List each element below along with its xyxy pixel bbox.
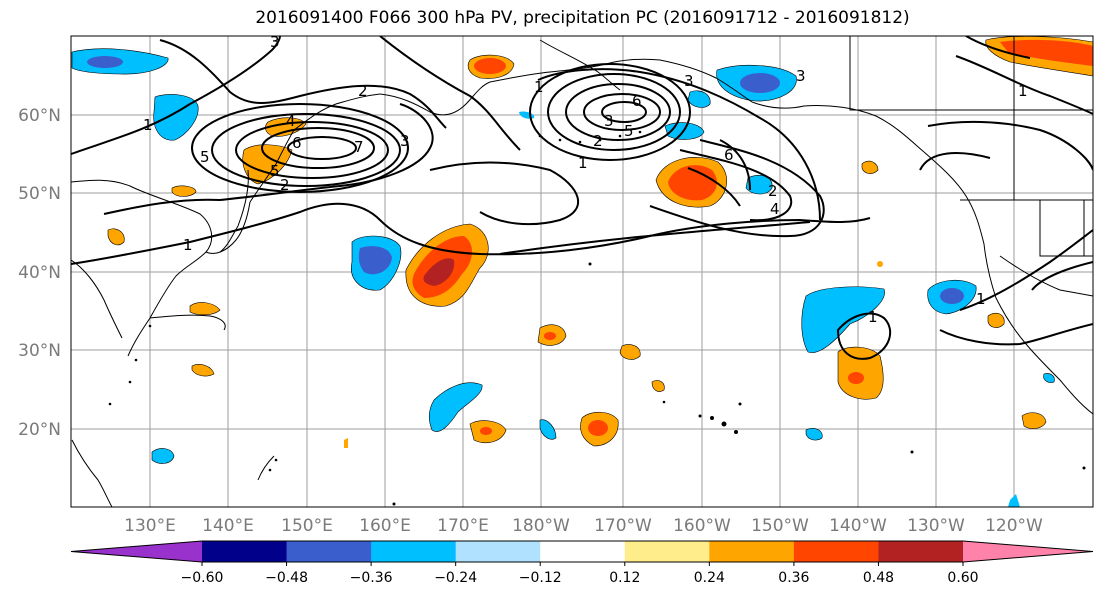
contour-label: 1 (143, 116, 153, 134)
contour-label: 2 (768, 182, 778, 200)
contour-label: 5 (624, 122, 634, 140)
colorbar-tick-label: 0.12 (609, 570, 640, 586)
contour-label: 6 (632, 92, 642, 110)
lon-label: 160°E (359, 516, 411, 536)
lon-label: 170°W (594, 516, 652, 536)
contour-labels: 3 2 1 1 4 6 5 3 7 5 2 1 3 6 5 3 3 2 1 6 … (143, 33, 1028, 326)
lon-label: 160°W (673, 516, 731, 536)
contour-label: 2 (358, 82, 368, 100)
contour-label: 6 (292, 134, 302, 152)
colorbar-tick-label: 0.48 (863, 570, 894, 586)
lon-label: 140°W (829, 516, 887, 536)
longitude-labels: 130°E 140°E 150°E 160°E 170°E 180°W 170°… (124, 516, 1043, 536)
colorbar-segment (540, 541, 626, 562)
contour-label: 3 (604, 112, 614, 130)
lat-label: 30°N (18, 341, 61, 361)
colorbar-tick-label: 0.24 (694, 570, 725, 586)
lat-label: 50°N (18, 184, 61, 204)
contour-label: 2 (280, 176, 290, 194)
lon-label: 130°W (907, 516, 965, 536)
colorbar-segment (624, 541, 710, 562)
colorbar-extend-min (71, 541, 202, 562)
colorbar-segment (371, 541, 457, 562)
contour-label: 1 (868, 308, 878, 326)
contour-label: 5 (200, 148, 210, 166)
colorbar-segment (709, 541, 795, 562)
precip-negative-areas (71, 48, 1055, 507)
contour-label: 4 (770, 200, 780, 218)
colorbar-segment (286, 541, 372, 562)
lat-label: 60°N (18, 106, 61, 126)
colorbar-tick-label: −0.48 (265, 570, 308, 586)
lon-label: 120°W (985, 516, 1043, 536)
colorbar-extend-max (963, 541, 1093, 562)
colorbar-tick-label: −0.36 (350, 570, 393, 586)
contour-label: 1 (578, 154, 588, 172)
lon-label: 130°E (124, 516, 176, 536)
gridlines (71, 36, 1093, 507)
contour-label: 5 (270, 162, 280, 180)
lon-label: 140°E (202, 516, 254, 536)
colorbar-tick-label: 0.36 (778, 570, 809, 586)
contour-label: 2 (593, 132, 603, 150)
colorbar-tick-label: 0.60 (947, 570, 978, 586)
contour-label: 6 (724, 146, 734, 164)
contour-label: 3 (684, 72, 694, 90)
contour-label: 1 (1018, 82, 1028, 100)
colorbar-labels: −0.60 −0.48 −0.36 −0.24 −0.12 0.12 0.24 0.36 0.4… (181, 562, 979, 586)
contour-label: 1 (534, 78, 544, 96)
precip-positive-areas (107, 36, 1093, 448)
contour-label: 7 (354, 138, 364, 156)
colorbar-tick-label: −0.60 (181, 570, 224, 586)
contour-label: 1 (976, 290, 986, 308)
colorbar (70, 540, 1094, 563)
lat-label: 40°N (18, 263, 61, 283)
lat-label: 20°N (18, 420, 61, 440)
colorbar-tick-label: −0.12 (519, 570, 562, 586)
coastlines (71, 36, 1093, 507)
lon-label: 150°W (751, 516, 809, 536)
contour-label: 3 (796, 67, 806, 85)
latitude-labels: 60°N 50°N 40°N 30°N 20°N (18, 106, 61, 440)
contour-label: 3 (400, 132, 410, 150)
map-frame (70, 35, 1094, 508)
contour-label: 4 (286, 112, 296, 130)
lon-label: 180°W (512, 516, 570, 536)
lon-label: 150°E (281, 516, 333, 536)
colorbar-segment (455, 541, 541, 562)
colorbar-segment (793, 541, 879, 562)
contour-label: 1 (183, 236, 193, 254)
map-title: 2016091400 F066 300 hPa PV, precipitatio… (255, 8, 910, 28)
colorbar-segment (202, 541, 288, 562)
lon-label: 170°E (437, 516, 489, 536)
pv-contours (71, 36, 1093, 360)
colorbar-tick-label: −0.24 (434, 570, 477, 586)
contour-label: 3 (270, 33, 280, 51)
colorbar-segment (878, 541, 964, 562)
